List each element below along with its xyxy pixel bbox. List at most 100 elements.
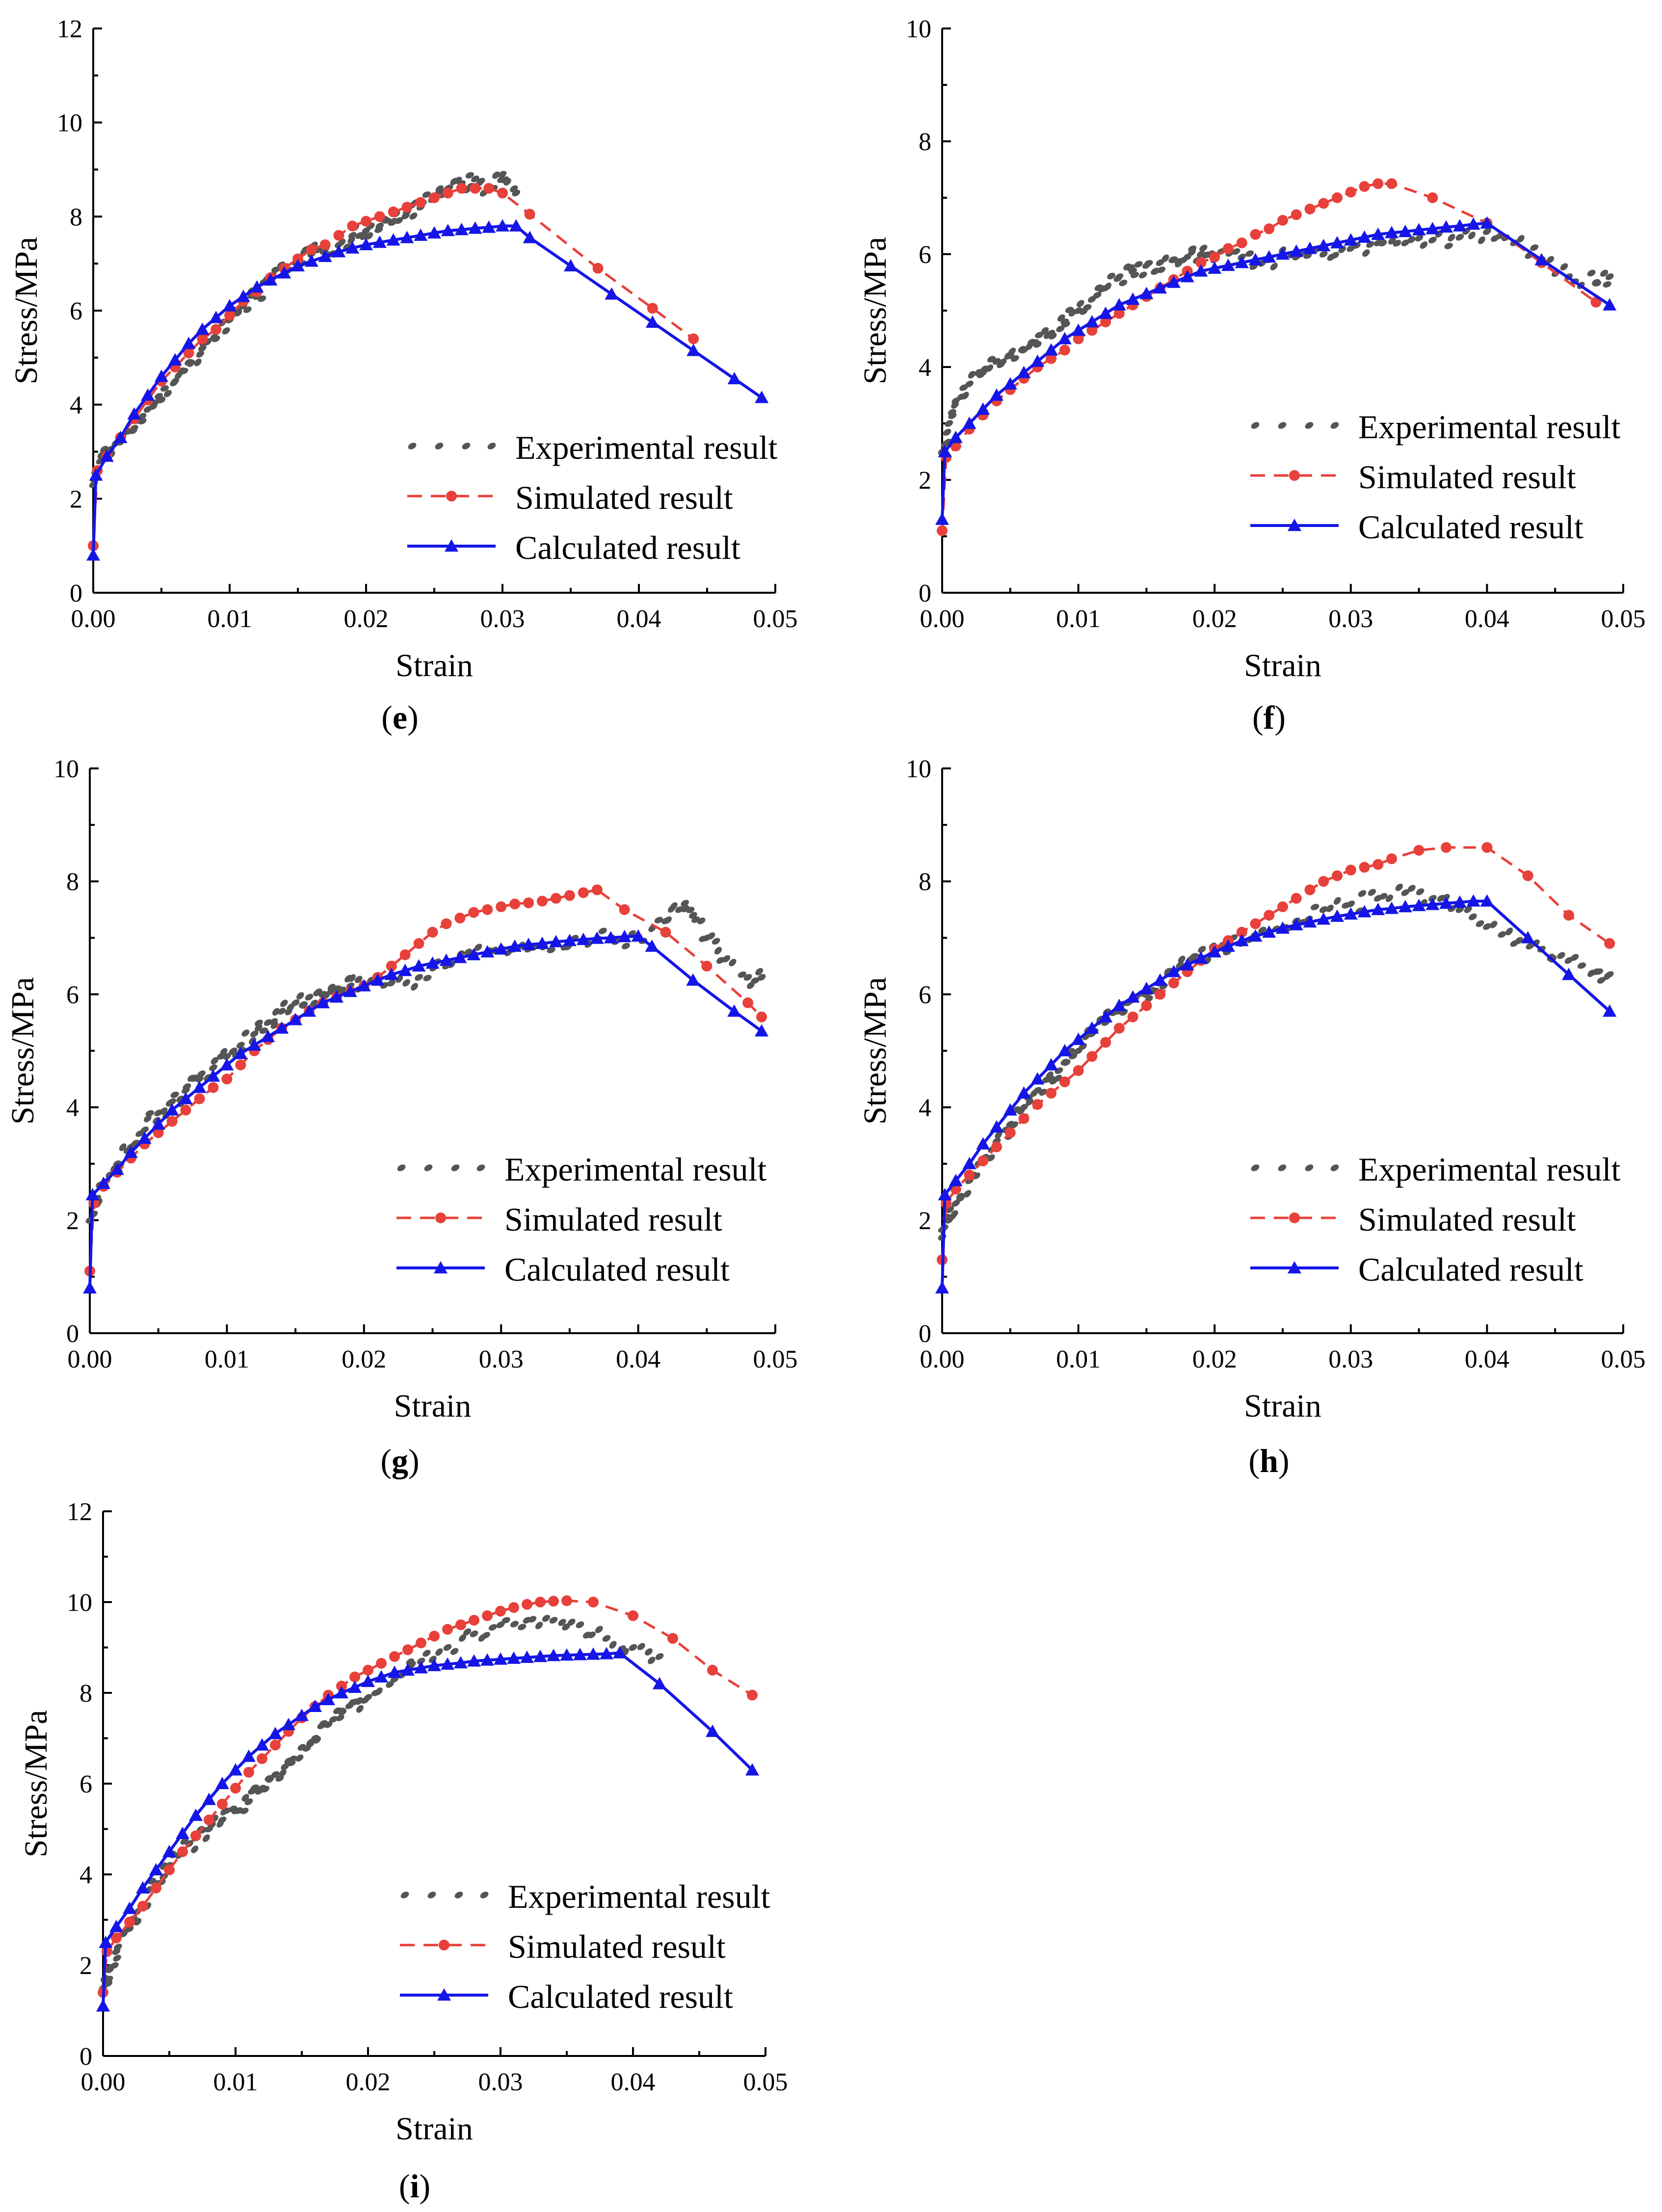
experimental-point <box>1490 921 1498 928</box>
experimental-point <box>364 1694 372 1701</box>
experimental-point <box>1560 263 1568 271</box>
calculated-point <box>386 233 400 246</box>
legend-marker-experimental <box>462 443 471 449</box>
y-tick-label: 8 <box>79 1680 92 1708</box>
calculated-point <box>1208 261 1222 274</box>
experimental-point <box>1310 904 1319 910</box>
simulated-point <box>1222 243 1234 254</box>
experimental-point <box>1068 1053 1078 1059</box>
simulated-point <box>455 1619 466 1631</box>
experimental-point <box>202 1834 210 1843</box>
simulated-point <box>399 949 411 960</box>
y-tick-label: 6 <box>66 981 79 1009</box>
experimental-point <box>1603 281 1611 288</box>
experimental-point <box>567 1618 576 1626</box>
x-tick-label: 0.01 <box>205 1345 249 1373</box>
simulated-point <box>388 206 399 217</box>
simulated-point <box>701 960 712 972</box>
calculated-point <box>1221 939 1235 952</box>
simulated-point <box>564 890 575 901</box>
experimental-point <box>191 1845 199 1853</box>
calculated-point <box>453 950 467 963</box>
experimental-point <box>272 1008 280 1016</box>
calculated-point <box>523 231 537 243</box>
experimental-point <box>535 1622 543 1630</box>
experimental-point <box>598 927 607 934</box>
calculated-point <box>295 1709 309 1721</box>
experimental-point <box>271 1771 280 1778</box>
legend-label: Calculated result <box>508 1978 733 2015</box>
calculated-point <box>535 936 550 949</box>
calculated-point <box>1276 921 1290 934</box>
experimental-point <box>170 1091 179 1098</box>
experimental-point <box>1415 235 1424 242</box>
calculated-point <box>388 1665 401 1678</box>
x-tick-label: 0.05 <box>1601 605 1646 633</box>
calculated-point <box>168 353 182 366</box>
experimental-point <box>707 932 715 940</box>
experimental-point <box>356 1705 364 1713</box>
experimental-point <box>422 1650 431 1657</box>
calculated-point <box>250 280 264 293</box>
calculated-line <box>88 934 763 1289</box>
legend-label: Calculated result <box>1358 508 1583 546</box>
calculated-point <box>600 1647 613 1659</box>
simulated-point <box>1141 1000 1152 1011</box>
experimental-point <box>110 1962 119 1969</box>
calculated-point <box>427 1659 441 1671</box>
calculated-point <box>962 417 976 429</box>
simulated-point <box>1264 223 1275 235</box>
experimental-point <box>547 947 555 953</box>
simulated-point <box>235 1059 246 1071</box>
calculated-point <box>1235 934 1249 947</box>
simulated-point <box>211 324 222 335</box>
y-tick-label: 10 <box>53 755 79 783</box>
calculated-point <box>236 290 250 302</box>
y-tick-label: 10 <box>67 1589 92 1617</box>
x-tick-label: 0.00 <box>71 605 116 633</box>
panel-label: (g) <box>380 1442 419 1479</box>
simulated-point <box>177 1846 188 1857</box>
calculated-point <box>209 311 223 323</box>
experimental-point <box>1178 955 1186 964</box>
calculated-point <box>229 1763 242 1776</box>
calculated-point <box>494 1652 507 1665</box>
series-experimental <box>938 883 1614 1241</box>
experimental-point <box>1319 906 1328 913</box>
simulated-point <box>667 1633 678 1644</box>
experimental-point <box>295 1754 304 1762</box>
calculated-point <box>304 254 318 267</box>
y-tick-label: 2 <box>70 485 82 513</box>
legend-label: Simulated result <box>504 1201 722 1238</box>
simulated-point <box>508 1602 519 1613</box>
chart-panel-i: 0 2 4 6 8 10 12 0.00 0.01 0.02 0.03 0.04 0.05 Strain S… <box>18 1498 788 2205</box>
calculated-point <box>357 979 371 992</box>
experimental-point <box>160 385 169 392</box>
legend: Experimental result Simulated result Calcu… <box>1250 1151 1620 1288</box>
calculated-point <box>109 1920 123 1932</box>
experimental-point <box>240 1807 249 1815</box>
calculated-point <box>1371 902 1385 915</box>
calculated-point <box>962 1157 976 1169</box>
experimental-point <box>1333 897 1341 905</box>
experimental-point <box>738 971 747 978</box>
x-tick-label: 0.02 <box>1192 1345 1237 1373</box>
simulated-point <box>1386 853 1398 865</box>
calculated-point <box>151 1117 165 1130</box>
experimental-point <box>1104 282 1112 290</box>
experimental-point <box>145 1110 155 1117</box>
experimental-point <box>1039 1088 1047 1096</box>
experimental-point <box>296 992 304 1000</box>
experimental-point <box>329 1716 338 1723</box>
series-simulated <box>98 1595 758 1998</box>
simulated-point <box>561 1595 572 1606</box>
experimental-point <box>1505 927 1513 936</box>
calculated-point <box>686 343 701 356</box>
calculated-point <box>522 938 536 950</box>
y-tick-label: 8 <box>70 203 82 231</box>
calculated-point <box>370 973 385 986</box>
experimental-point <box>1468 232 1476 239</box>
experimental-point <box>1033 341 1042 348</box>
x-axis-title: Strain <box>396 2111 473 2147</box>
experimental-point <box>1107 272 1115 280</box>
